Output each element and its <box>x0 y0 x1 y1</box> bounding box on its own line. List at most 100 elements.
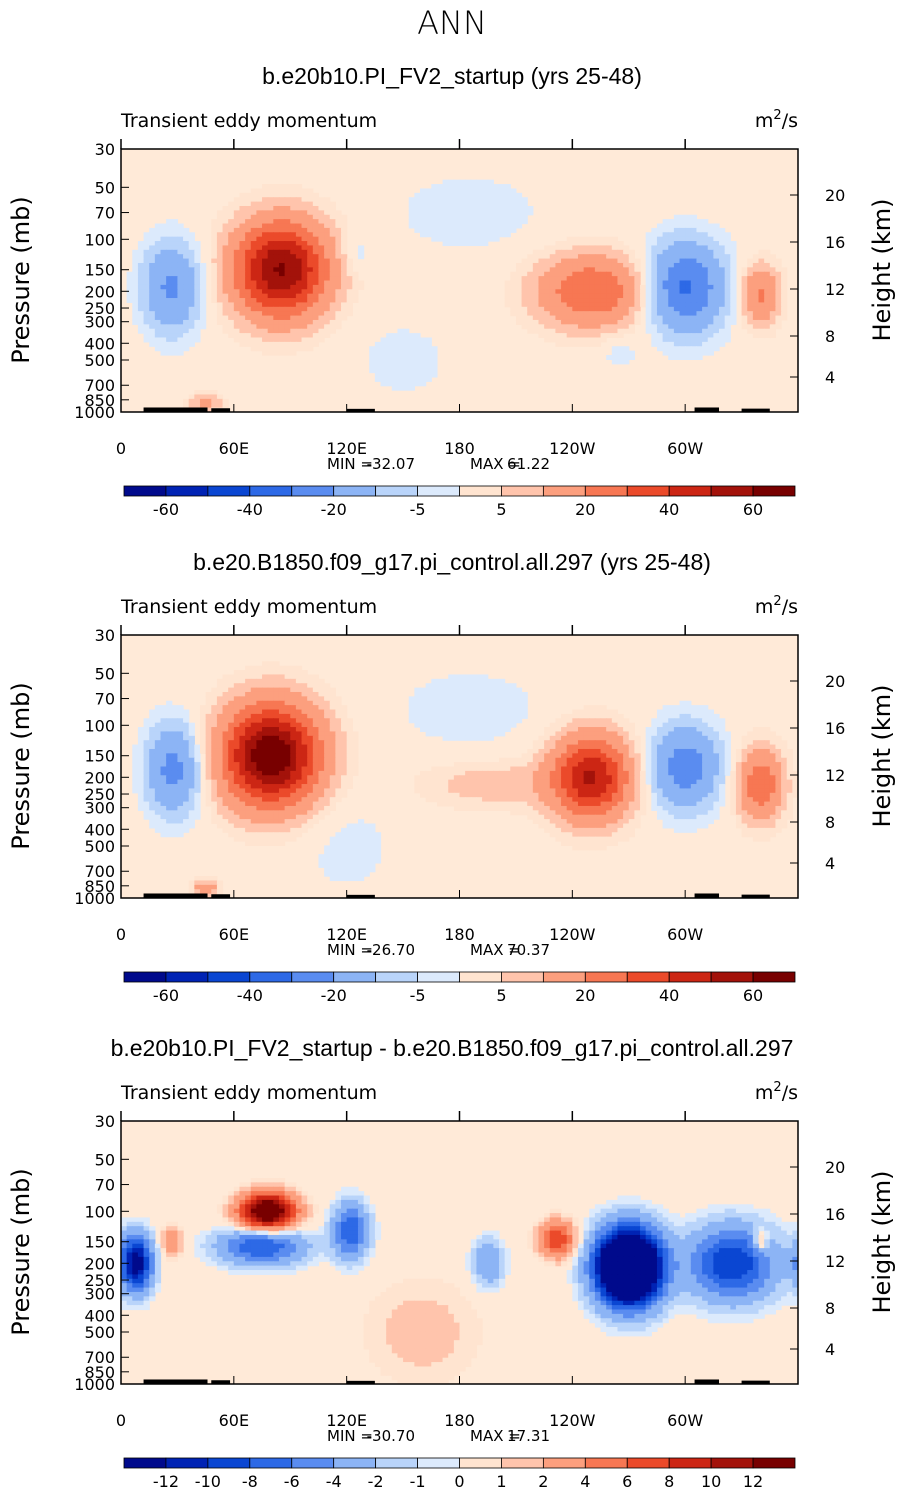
contour-cell <box>408 700 415 706</box>
contour-cell <box>572 748 579 754</box>
contour-cell <box>521 271 528 277</box>
contour-cell <box>448 227 455 233</box>
contour-cell <box>645 236 652 242</box>
contour-cell <box>256 188 263 194</box>
contour-cell <box>719 249 726 255</box>
contour-cell <box>679 280 686 286</box>
contour-cell <box>487 184 494 190</box>
contour-cell <box>549 731 557 737</box>
contour-cell <box>577 241 585 247</box>
contour-cell <box>307 727 314 733</box>
contour-cell <box>329 722 336 728</box>
contour-cell <box>589 775 596 781</box>
contour-cell <box>420 350 427 356</box>
contour-cell <box>532 271 540 277</box>
contour-cell <box>346 718 353 724</box>
contour-cell <box>267 740 274 746</box>
contour-cell <box>561 788 568 794</box>
contour-cell <box>752 254 760 260</box>
contour-cell <box>561 753 568 759</box>
contour-cell <box>149 788 156 794</box>
contour-cell <box>645 748 652 754</box>
contour-cell <box>188 293 195 299</box>
contour-cell <box>476 192 483 198</box>
contour-cell <box>267 670 274 676</box>
contour-cell <box>154 311 162 317</box>
contour-cell <box>262 757 269 763</box>
contour-cell <box>301 319 308 325</box>
contour-cell <box>594 341 602 347</box>
contour-cell <box>262 687 269 693</box>
contour-cell <box>245 293 252 299</box>
contour-cell <box>606 280 613 286</box>
contour-cell <box>284 744 291 750</box>
contour-cell <box>470 766 478 772</box>
contour-cell <box>301 219 308 225</box>
contour-cell <box>696 302 703 308</box>
contour-cell <box>482 735 489 741</box>
contour-cell <box>256 324 263 330</box>
contour-cell <box>448 700 455 706</box>
contour-cell <box>719 267 726 273</box>
contour-cell <box>476 227 483 233</box>
contour-cell <box>476 788 483 794</box>
contour-cell <box>171 219 179 225</box>
contour-cell <box>307 276 314 282</box>
contour-cell <box>273 735 280 741</box>
contour-cell <box>510 775 517 781</box>
contour-cell <box>696 241 703 247</box>
contour-cell <box>137 271 145 277</box>
contour-cell <box>222 267 229 273</box>
contour-cell <box>177 311 184 317</box>
contour-cell <box>764 328 771 334</box>
contour-cell <box>617 735 624 741</box>
contour-cell <box>278 775 286 781</box>
contour-cell <box>634 748 641 754</box>
contour-cell <box>758 311 765 317</box>
contour-cell <box>166 757 173 763</box>
contour-cell <box>341 757 348 763</box>
contour-cell <box>493 223 500 229</box>
contour-cell <box>465 683 472 689</box>
contour-cell <box>233 762 241 768</box>
contour-cell <box>707 293 714 299</box>
contour-cell <box>233 683 241 689</box>
contour-cell <box>262 201 269 207</box>
contour-cell <box>668 346 675 352</box>
contour-cell <box>521 770 528 776</box>
contour-cell <box>177 223 184 229</box>
contour-cell <box>679 779 686 785</box>
contour-cell <box>250 254 257 260</box>
contour-cell <box>628 284 635 290</box>
contour-cell <box>239 249 246 255</box>
contour-cell <box>256 315 263 321</box>
contour-cell <box>324 328 331 334</box>
contour-cell <box>341 748 348 754</box>
contour-cell <box>245 762 252 768</box>
contour-cell <box>318 319 325 325</box>
contour-cell <box>295 276 303 282</box>
contour-cell <box>656 254 664 260</box>
contour-cell <box>312 766 320 772</box>
contour-cell <box>747 748 754 754</box>
contour-cell <box>278 341 286 347</box>
contour-cell <box>713 731 720 737</box>
contour-cell <box>312 232 320 238</box>
contour-cell <box>470 792 478 798</box>
contour-cell <box>346 757 353 763</box>
contour-cell <box>600 748 607 754</box>
contour-cell <box>493 766 500 772</box>
contour-cell <box>549 245 557 251</box>
contour-cell <box>572 271 579 277</box>
contour-cell <box>295 713 303 719</box>
contour-cell <box>696 784 703 790</box>
contour-cell <box>521 219 528 225</box>
panel-title: b.e20.B1850.f09_g17.pi_control.all.297 (… <box>193 549 711 575</box>
contour-cell <box>792 775 798 781</box>
contour-cell <box>431 363 438 369</box>
contour-cell <box>442 214 449 220</box>
contour-cell <box>149 337 156 343</box>
contour-cell <box>290 258 297 264</box>
contour-cell <box>239 302 246 308</box>
contour-cell <box>346 731 353 737</box>
